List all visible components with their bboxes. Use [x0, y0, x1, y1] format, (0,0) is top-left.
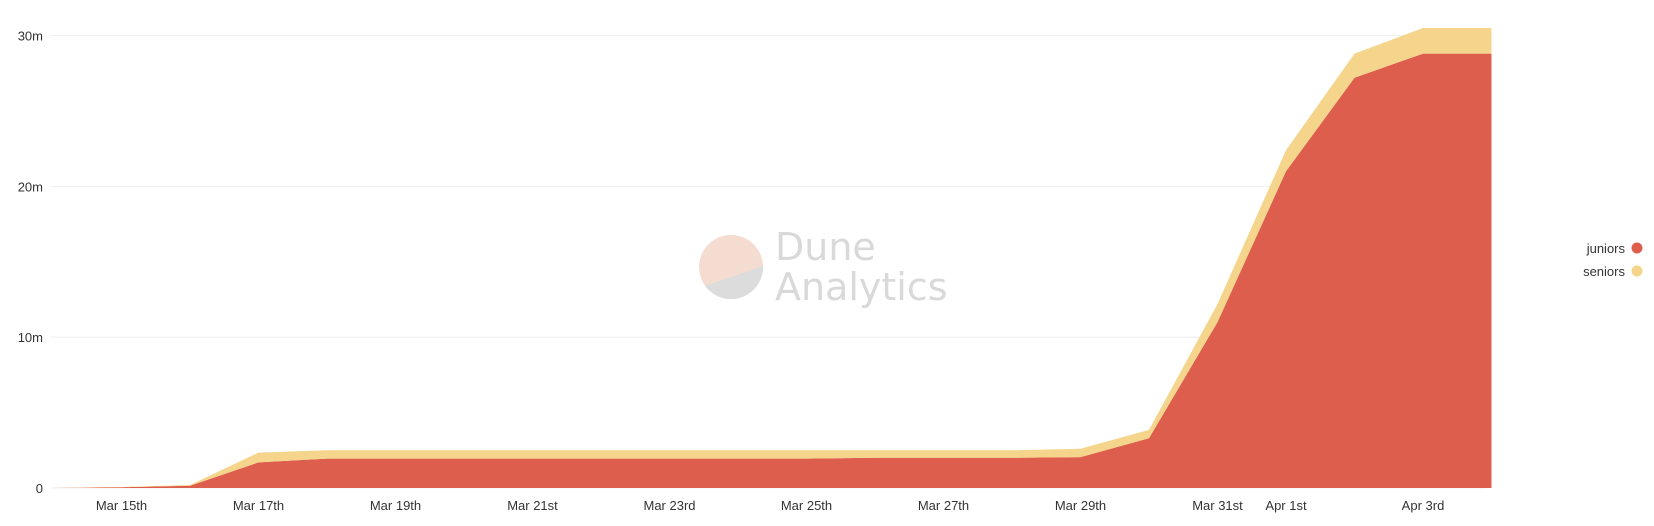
y-tick-label: 20m	[18, 179, 43, 194]
x-tick-label: Apr 1st	[1265, 498, 1307, 513]
watermark-logo-icon	[699, 235, 763, 299]
x-tick-label: Mar 21st	[507, 498, 558, 513]
x-tick-label: Mar 23rd	[643, 498, 695, 513]
x-tick-label: Mar 15th	[96, 498, 147, 513]
y-axis-tick-labels: 0 10m 20m 30m	[18, 29, 43, 496]
x-tick-label: Mar 29th	[1055, 498, 1106, 513]
x-tick-label: Mar 25th	[781, 498, 832, 513]
series-areas	[53, 28, 1492, 488]
x-tick-label: Mar 19th	[370, 498, 421, 513]
y-tick-label: 0	[36, 481, 43, 496]
watermark-text-line2: Analytics	[775, 265, 948, 309]
x-tick-label: Mar 27th	[918, 498, 969, 513]
watermark: Dune Analytics	[699, 225, 948, 309]
legend-dot-icon	[1631, 242, 1643, 254]
y-tick-label: 10m	[18, 330, 43, 345]
legend-dot-icon	[1631, 265, 1643, 277]
legend-label: seniors	[1583, 264, 1625, 279]
y-tick-label: 30m	[18, 29, 43, 44]
area-seniors	[53, 28, 1492, 488]
area-juniors	[53, 53, 1492, 488]
x-tick-label: Mar 31st	[1192, 498, 1243, 513]
legend-item-juniors[interactable]: juniors	[1586, 241, 1643, 256]
legend-label: juniors	[1586, 241, 1626, 256]
x-tick-label: Mar 17th	[233, 498, 284, 513]
watermark-text-line1: Dune	[775, 225, 876, 269]
x-tick-label: Apr 3rd	[1402, 498, 1445, 513]
x-axis-tick-labels: Mar 15th Mar 17th Mar 19th Mar 21st Mar 23rd…	[96, 498, 1444, 513]
legend-item-seniors[interactable]: seniors	[1583, 264, 1643, 279]
legend[interactable]: juniors seniors	[1583, 241, 1643, 279]
